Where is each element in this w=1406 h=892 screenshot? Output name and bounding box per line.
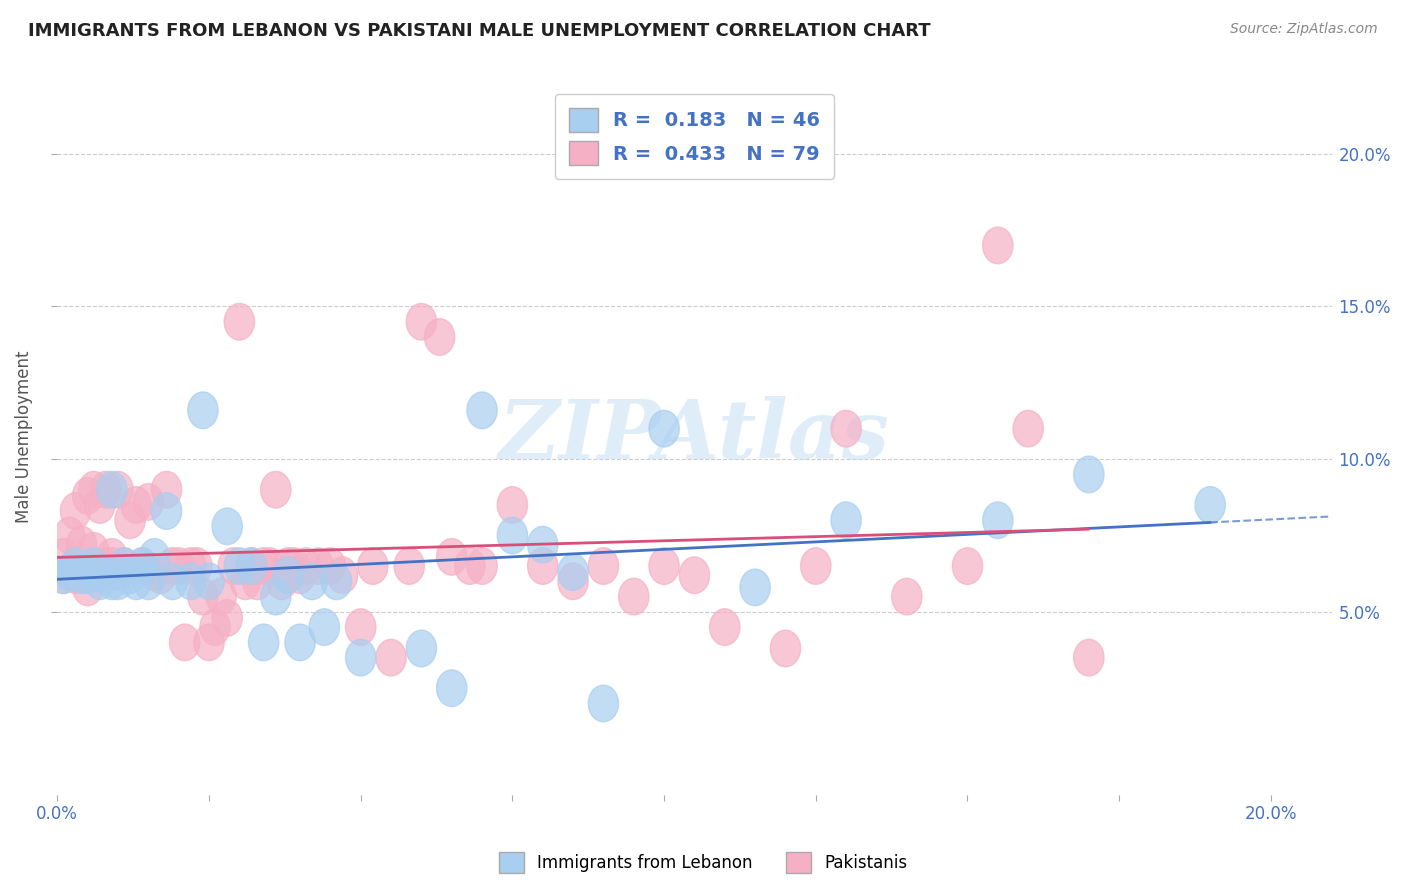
Legend: R =  0.183   N = 46, R =  0.433   N = 79: R = 0.183 N = 46, R = 0.433 N = 79	[555, 95, 834, 178]
Y-axis label: Male Unemployment: Male Unemployment	[15, 350, 32, 523]
Text: IMMIGRANTS FROM LEBANON VS PAKISTANI MALE UNEMPLOYMENT CORRELATION CHART: IMMIGRANTS FROM LEBANON VS PAKISTANI MAL…	[28, 22, 931, 40]
Text: Source: ZipAtlas.com: Source: ZipAtlas.com	[1230, 22, 1378, 37]
Legend: Immigrants from Lebanon, Pakistanis: Immigrants from Lebanon, Pakistanis	[492, 846, 914, 880]
Text: ZIPAtlas: ZIPAtlas	[499, 396, 890, 476]
